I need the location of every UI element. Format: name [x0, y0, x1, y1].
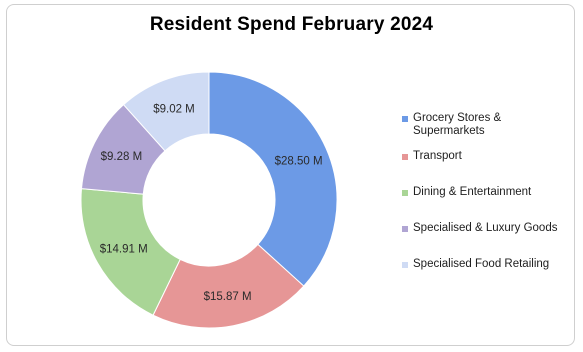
- legend-item-5: Specialised Food Retailing: [402, 258, 581, 271]
- donut-slice-1: [208, 71, 338, 287]
- legend-swatch: [402, 190, 408, 196]
- legend-label: Specialised Food Retailing: [413, 258, 550, 270]
- chart-title: Resident Spend February 2024: [149, 14, 434, 35]
- legend-swatch: [402, 262, 408, 268]
- donut-slice-2: [152, 243, 305, 329]
- legend-swatch: [402, 116, 408, 122]
- legend-item-1: Grocery Stores & Supermarkets: [402, 112, 523, 138]
- legend-item-3: Dining & Entertainment: [402, 186, 581, 199]
- legend-label: Transport: [413, 150, 462, 162]
- donut-slice-3: [80, 188, 181, 316]
- legend-label: Dining & Entertainment: [413, 186, 532, 198]
- donut-slice-5: [122, 71, 210, 152]
- legend-label: Specialised & Luxury Goods: [413, 222, 558, 234]
- legend-label: Grocery Stores & Supermarkets: [413, 112, 502, 137]
- data-label-4: $9.28 M: [101, 151, 143, 163]
- data-label-1: $28.50 M: [275, 155, 323, 167]
- legend-item-2: Transport: [402, 150, 581, 163]
- legend-item-4: Specialised & Luxury Goods: [402, 222, 581, 235]
- data-label-2: $15.87 M: [204, 291, 252, 303]
- data-label-3: $14.91 M: [100, 243, 148, 255]
- legend-swatch: [402, 154, 408, 160]
- legend-swatch: [402, 226, 408, 232]
- data-label-5: $9.02 M: [153, 103, 195, 115]
